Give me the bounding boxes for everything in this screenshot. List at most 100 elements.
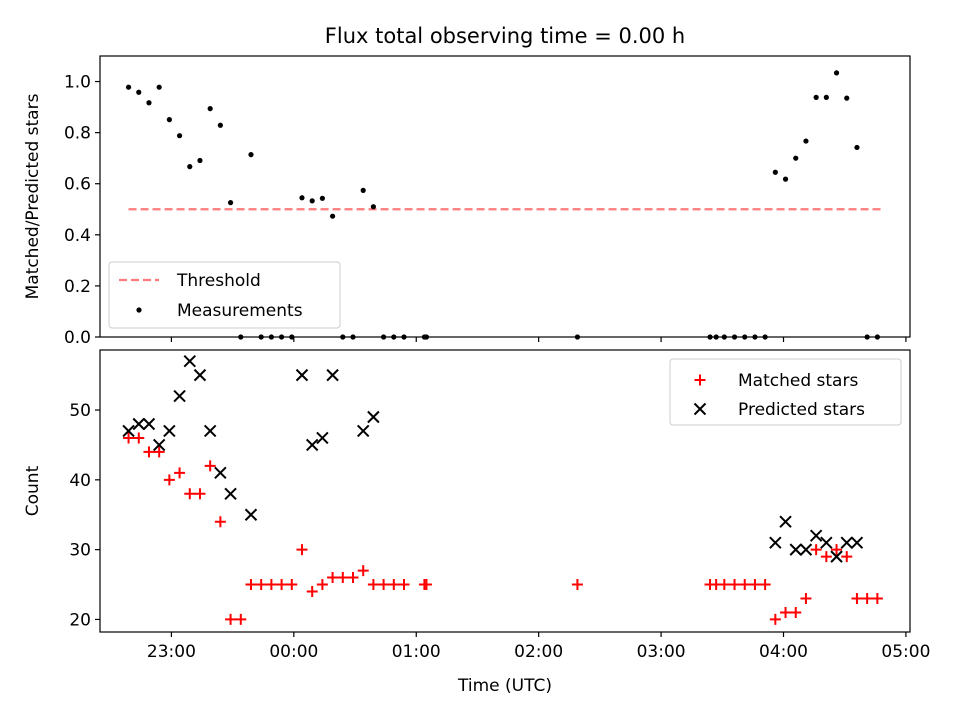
measurement-point	[854, 144, 860, 151]
matched-star-point	[571, 579, 583, 591]
matched-star-point	[780, 606, 792, 618]
measurement-point	[360, 187, 366, 193]
y-tick-label: 0.2	[64, 277, 91, 297]
measurement-point	[319, 195, 325, 201]
bottom-legend: Matched stars Predicted stars	[669, 358, 902, 426]
predicted-star-point	[809, 529, 823, 542]
matched-star-point	[286, 579, 298, 591]
matched-star-point	[316, 579, 328, 591]
matched-star-point	[378, 579, 390, 591]
matched-star-point	[327, 572, 339, 584]
measurement-point	[146, 100, 152, 106]
matched-star-point	[749, 579, 761, 591]
matched-star-point	[841, 551, 853, 563]
matched-star-point	[388, 579, 400, 591]
matched-star-point	[790, 606, 802, 618]
predicted-star-point	[850, 536, 864, 549]
measurement-point	[156, 84, 162, 90]
matched-star-point	[851, 592, 863, 604]
predicted-star-point	[224, 487, 237, 500]
y-tick-label: 50	[69, 401, 91, 421]
matched-star-point	[820, 551, 832, 563]
x-tick-label: 04:00	[759, 642, 808, 662]
matched-star-point	[276, 579, 288, 591]
matched-star-point	[861, 592, 873, 604]
measurement-point	[309, 198, 315, 204]
x-tick-label: 00:00	[269, 642, 318, 662]
matched-star-point	[420, 579, 432, 591]
predicted-star-point	[244, 508, 258, 521]
matched-star-point	[235, 613, 247, 625]
predicted-star-point	[152, 438, 166, 452]
measurement-point	[813, 94, 819, 100]
series-top-1	[125, 70, 880, 340]
matched-star-point	[398, 579, 410, 591]
legend-label: Threshold	[176, 271, 261, 291]
predicted-star-point	[132, 417, 145, 431]
legend-matched-swatch	[694, 374, 706, 386]
matched-star-point	[337, 572, 349, 584]
predicted-star-point	[122, 424, 135, 438]
series-bottom-0	[123, 432, 883, 625]
matched-star-point	[143, 446, 155, 458]
top-axes-frame	[99, 55, 911, 338]
top-y-axis-label: Matched/Predicted stars	[23, 93, 43, 299]
measurement-point	[207, 106, 213, 112]
predicted-star-point	[305, 438, 319, 452]
measurement-point	[370, 204, 377, 210]
y-tick-label: 0.4	[64, 226, 91, 246]
top-panel: 0.0 0.2 0.4 0.6 0.8 1.0 Matched/Predicted star…	[23, 55, 911, 348]
y-tick-label: 0.8	[64, 124, 91, 144]
x-tick-label: 03:00	[637, 642, 686, 662]
predicted-star-point	[840, 536, 853, 549]
matched-star-point	[265, 579, 277, 591]
measurement-point	[136, 89, 142, 95]
matched-star-point	[306, 586, 318, 598]
matched-star-point	[831, 544, 843, 556]
predicted-star-point	[142, 417, 156, 431]
legend-measurement-swatch	[136, 307, 142, 313]
measurement-point	[329, 213, 336, 219]
predicted-star-point	[295, 368, 309, 382]
bottom-y-axis-label: Count	[23, 465, 43, 516]
predicted-star-point	[203, 424, 217, 438]
matched-star-point	[871, 592, 883, 604]
measurement-point	[166, 117, 172, 123]
measurement-point	[844, 95, 850, 101]
matched-star-point	[123, 432, 135, 444]
matched-star-point	[255, 579, 267, 591]
measurement-point	[248, 152, 254, 158]
x-tick-label: 05:00	[881, 642, 930, 662]
legend-label: Matched stars	[738, 371, 858, 391]
predicted-star-point	[789, 543, 802, 556]
series-bottom-1	[122, 354, 864, 563]
matched-star-point	[729, 579, 741, 591]
matched-star-point	[759, 579, 771, 591]
legend-label: Predicted stars	[738, 400, 865, 420]
matched-star-point	[367, 579, 379, 591]
y-tick-label: 0.0	[64, 328, 91, 348]
x-tick-label: 23:00	[147, 642, 196, 662]
matched-star-point	[810, 544, 822, 556]
matched-star-point	[194, 488, 206, 500]
x-tick-label: 02:00	[514, 642, 563, 662]
predicted-star-point	[316, 431, 329, 445]
legend-label: Measurements	[177, 301, 303, 321]
measurement-point	[217, 122, 223, 128]
measurement-point	[823, 94, 829, 100]
predicted-star-point	[799, 543, 813, 556]
predicted-star-point	[193, 368, 207, 382]
measurement-point	[227, 200, 234, 206]
y-tick-label: 40	[69, 471, 91, 491]
matched-star-point	[153, 446, 165, 458]
predicted-star-point	[769, 536, 782, 549]
matched-star-point	[174, 467, 186, 479]
y-tick-label: 0.6	[64, 175, 91, 195]
measurement-point	[772, 169, 778, 175]
matched-star-point	[225, 613, 237, 625]
bottom-axes-frame	[99, 349, 911, 633]
measurement-point	[782, 176, 789, 182]
predicted-star-point	[779, 515, 792, 528]
matched-star-point	[163, 474, 175, 486]
figure-title: Flux total observing time = 0.00 h	[325, 24, 685, 48]
